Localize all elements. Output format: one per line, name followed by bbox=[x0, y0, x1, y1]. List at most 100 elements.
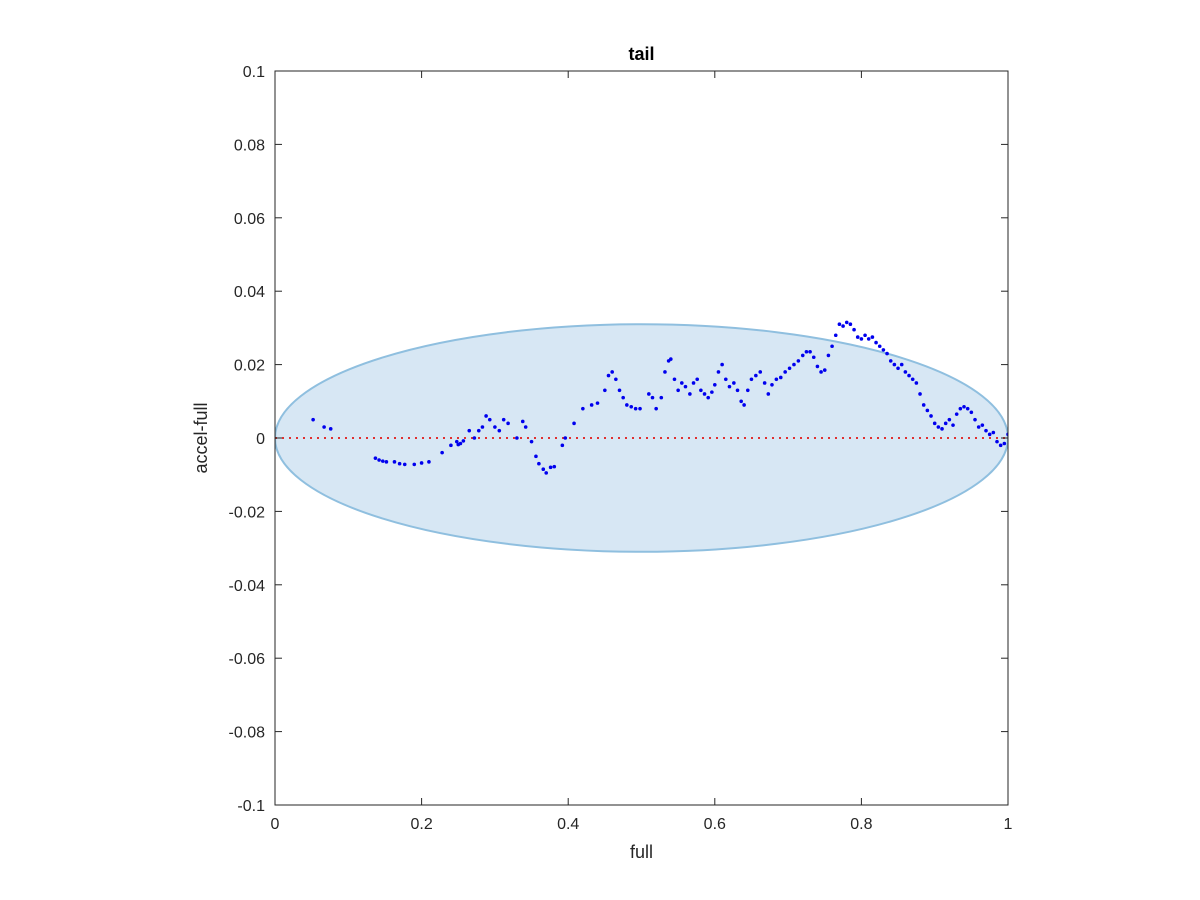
y-tick-label: 0 bbox=[256, 431, 265, 448]
data-point bbox=[940, 427, 944, 431]
data-point bbox=[885, 351, 889, 356]
data-point bbox=[754, 373, 758, 378]
data-point bbox=[844, 320, 849, 325]
data-point bbox=[954, 412, 959, 416]
data-point bbox=[520, 419, 525, 424]
data-point bbox=[833, 333, 838, 338]
data-point bbox=[896, 366, 900, 371]
confidence-ellipse bbox=[275, 323, 1008, 553]
data-point bbox=[625, 403, 629, 407]
data-point bbox=[932, 421, 937, 426]
data-point bbox=[774, 377, 779, 382]
data-point bbox=[322, 425, 326, 429]
data-point bbox=[629, 405, 634, 409]
data-point bbox=[572, 421, 576, 426]
data-point bbox=[402, 462, 407, 467]
data-point bbox=[783, 370, 787, 374]
data-point bbox=[796, 359, 801, 363]
y-tick-label: -0.1 bbox=[237, 798, 265, 815]
data-point bbox=[792, 362, 796, 367]
y-tick-label: -0.06 bbox=[229, 651, 266, 668]
data-point bbox=[907, 373, 911, 378]
data-point bbox=[914, 381, 919, 385]
data-point bbox=[881, 348, 886, 352]
x-tick-label: 0.4 bbox=[557, 816, 579, 833]
data-point bbox=[683, 384, 688, 389]
chart-title: tail bbox=[628, 44, 654, 64]
data-point bbox=[980, 423, 985, 427]
data-point bbox=[841, 324, 845, 328]
x-tick-label: 0 bbox=[271, 816, 280, 833]
data-point bbox=[676, 388, 680, 393]
data-point bbox=[766, 392, 771, 396]
data-point bbox=[758, 370, 763, 374]
data-point bbox=[501, 417, 506, 422]
data-point bbox=[688, 392, 692, 396]
data-point bbox=[877, 344, 882, 349]
data-point bbox=[866, 337, 871, 341]
data-point bbox=[925, 408, 930, 413]
data-point bbox=[663, 370, 667, 374]
data-point bbox=[595, 401, 600, 405]
data-point bbox=[529, 439, 534, 444]
y-tick-label: 0.1 bbox=[243, 64, 265, 81]
data-point bbox=[1002, 441, 1007, 446]
data-point bbox=[800, 353, 805, 358]
data-point bbox=[654, 406, 658, 411]
data-point bbox=[943, 421, 948, 426]
data-point bbox=[440, 450, 444, 455]
data-point bbox=[819, 370, 823, 374]
data-point bbox=[826, 353, 831, 358]
data-point bbox=[808, 349, 812, 354]
x-axis: 0 0.2 0.4 0.6 0.8 1 bbox=[271, 71, 1013, 833]
data-point bbox=[822, 368, 827, 372]
data-point bbox=[476, 428, 481, 433]
data-point bbox=[493, 425, 497, 429]
data-point bbox=[541, 467, 546, 471]
y-tick-label: 0.06 bbox=[234, 211, 265, 228]
data-point bbox=[377, 458, 381, 462]
data-point bbox=[638, 406, 642, 411]
data-point bbox=[647, 392, 651, 396]
data-point bbox=[480, 425, 485, 429]
data-point bbox=[713, 382, 717, 387]
data-point bbox=[888, 359, 893, 363]
data-point bbox=[699, 388, 703, 393]
data-point bbox=[723, 377, 728, 382]
data-point bbox=[929, 414, 933, 418]
x-tick-label: 0.6 bbox=[704, 816, 726, 833]
x-tick-label: 0.2 bbox=[410, 816, 432, 833]
data-point bbox=[710, 390, 714, 394]
y-tick-label: 0.02 bbox=[234, 358, 265, 375]
x-tick-label: 1 bbox=[1004, 816, 1013, 833]
data-point bbox=[380, 459, 385, 463]
data-point bbox=[603, 388, 607, 393]
data-point bbox=[472, 436, 477, 440]
data-point bbox=[762, 381, 767, 385]
data-point bbox=[614, 377, 618, 382]
data-point bbox=[548, 465, 553, 470]
data-point bbox=[563, 436, 568, 440]
data-point bbox=[633, 406, 638, 411]
data-point bbox=[787, 366, 792, 371]
data-point bbox=[899, 362, 904, 367]
data-point bbox=[991, 430, 996, 435]
data-point bbox=[921, 403, 926, 407]
data-point bbox=[870, 335, 875, 339]
data-point bbox=[506, 421, 510, 426]
data-point bbox=[454, 439, 459, 444]
data-point bbox=[397, 461, 402, 466]
data-point bbox=[560, 443, 565, 448]
data-point bbox=[384, 460, 389, 464]
data-point bbox=[659, 395, 664, 400]
data-point bbox=[859, 337, 864, 341]
data-point bbox=[534, 454, 538, 459]
data-point bbox=[669, 357, 673, 361]
data-point bbox=[419, 461, 424, 465]
data-point bbox=[702, 392, 707, 396]
y-axis: -0.1 -0.08 -0.06 -0.04 -0.02 0 0.02 0.04 0.06 0.0… bbox=[229, 64, 1008, 815]
data-point bbox=[672, 377, 677, 382]
data-point bbox=[461, 439, 466, 443]
data-point bbox=[427, 460, 431, 464]
data-point bbox=[392, 460, 397, 464]
